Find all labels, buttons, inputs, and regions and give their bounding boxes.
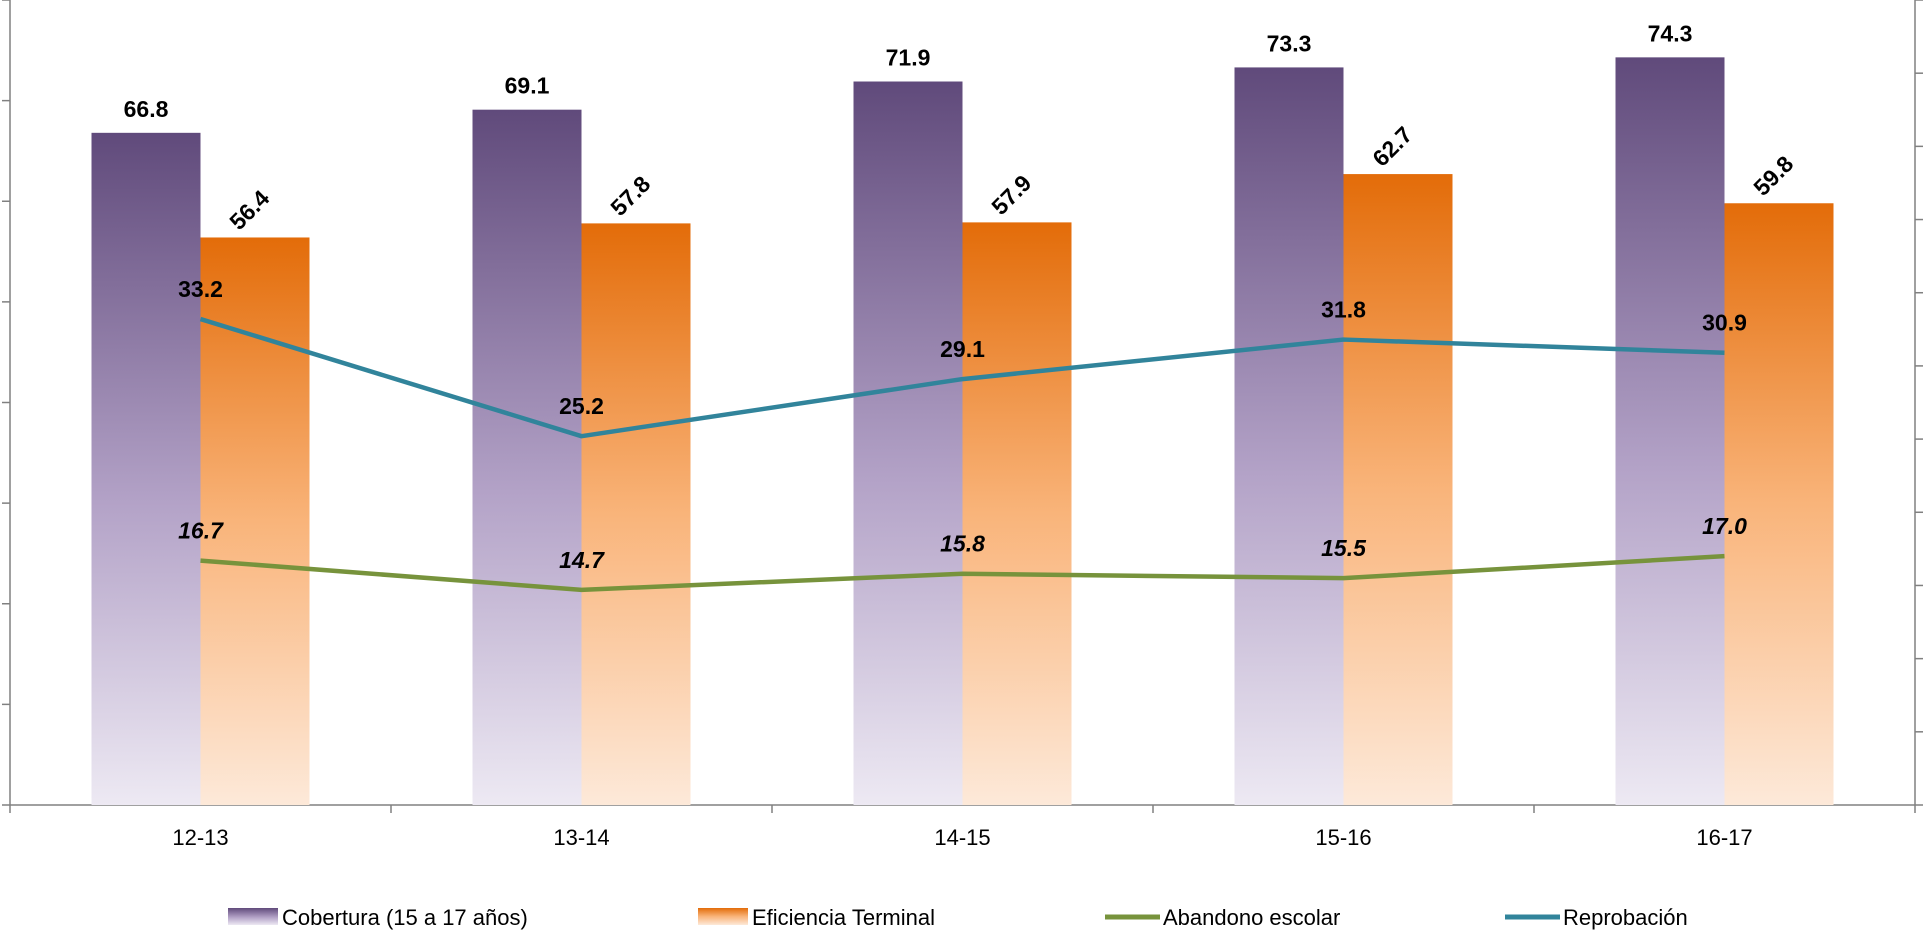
x-tick-label: 12-13 — [172, 825, 228, 850]
line-label-abandono: 15.5 — [1321, 535, 1367, 561]
lines — [199, 316, 1725, 593]
bar-eficiencia — [200, 237, 310, 806]
bar-label-eficiencia: 59.8 — [1748, 150, 1798, 200]
bar-cobertura — [472, 109, 582, 805]
bar-label-eficiencia: 57.9 — [986, 170, 1036, 220]
line-label-abandono: 16.7 — [178, 518, 224, 544]
legend-swatch — [698, 908, 748, 925]
legend-swatch — [228, 908, 278, 925]
bar-cobertura — [1615, 57, 1725, 805]
bar-label-cobertura: 71.9 — [886, 45, 931, 71]
line-label-abandono: 17.0 — [1702, 513, 1747, 539]
legend-label: Eficiencia Terminal — [752, 905, 935, 930]
bar-label-cobertura: 73.3 — [1267, 30, 1312, 56]
line-label-reprobacion: 30.9 — [1702, 310, 1747, 336]
bar-cobertura — [1234, 67, 1344, 805]
line-label-reprobacion: 31.8 — [1321, 297, 1366, 323]
legend: Cobertura (15 a 17 años) Eficiencia Termi… — [228, 905, 1688, 930]
legend-label: Abandono escolar — [1163, 905, 1340, 930]
bar-cobertura — [853, 81, 963, 806]
legend-label: Cobertura (15 a 17 años) — [282, 905, 528, 930]
bar-label-eficiencia: 56.4 — [224, 185, 274, 235]
bar-eficiencia — [1343, 174, 1453, 806]
x-tick-label: 14-15 — [934, 825, 990, 850]
line-label-abandono: 15.8 — [940, 531, 985, 557]
bar-label-cobertura: 69.1 — [505, 73, 550, 99]
line-label-reprobacion: 29.1 — [940, 336, 985, 362]
line-label-reprobacion: 25.2 — [559, 393, 604, 419]
bar-cobertura — [91, 132, 201, 805]
x-tick-label: 16-17 — [1696, 825, 1752, 850]
bar-label-eficiencia: 62.7 — [1367, 121, 1417, 171]
legend-label: Reprobación — [1563, 905, 1688, 930]
line-reprobacion — [199, 316, 1725, 439]
bar-label-cobertura: 66.8 — [124, 96, 169, 122]
line-label-reprobacion: 33.2 — [178, 276, 223, 302]
bar-eficiencia — [581, 223, 691, 805]
x-tick-label: 13-14 — [553, 825, 609, 850]
line-label-abandono: 14.7 — [559, 547, 605, 573]
bar-eficiencia — [1724, 203, 1834, 805]
bar-label-eficiencia: 57.8 — [605, 171, 655, 221]
x-tick-label: 15-16 — [1315, 825, 1371, 850]
bar-label-cobertura: 74.3 — [1648, 20, 1693, 46]
bars — [91, 57, 1834, 806]
bar-eficiencia — [962, 222, 1072, 806]
line-abandono — [200, 553, 1725, 593]
